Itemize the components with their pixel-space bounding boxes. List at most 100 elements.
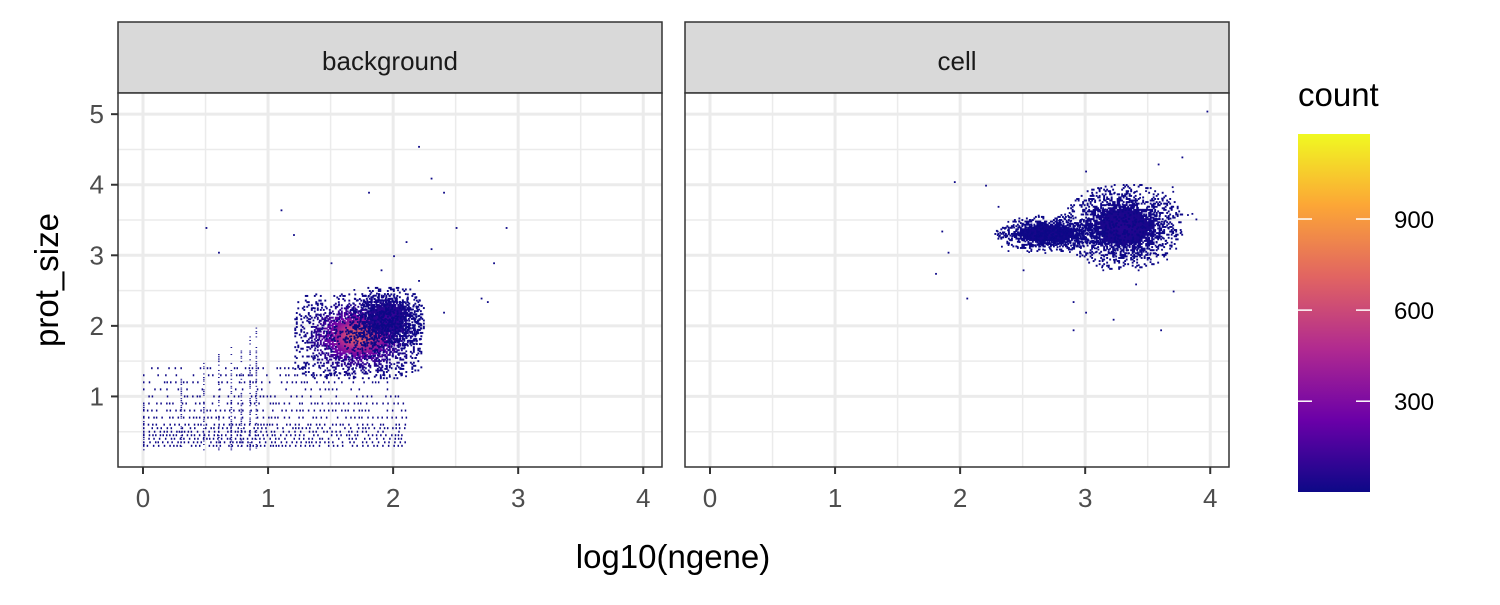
heatmap-bin: [155, 441, 157, 443]
heatmap-bin: [404, 317, 406, 319]
heatmap-bin: [418, 280, 420, 282]
heatmap-bin: [227, 438, 229, 440]
heatmap-bin: [353, 376, 355, 378]
heatmap-bin: [186, 381, 188, 383]
heatmap-bin: [1100, 251, 1102, 253]
heatmap-bin: [242, 410, 244, 412]
heatmap-bin: [206, 424, 208, 426]
heatmap-bin: [274, 431, 276, 433]
heatmap-bin: [367, 317, 369, 319]
heatmap-bin: [347, 362, 349, 364]
heatmap-bin: [231, 423, 233, 424]
heatmap-bin: [313, 359, 315, 361]
heatmap-bin: [396, 335, 398, 337]
heatmap-bin: [308, 321, 310, 323]
heatmap-bin: [371, 317, 373, 319]
heatmap-bin: [370, 299, 372, 301]
heatmap-bin: [416, 340, 418, 342]
heatmap-bin: [249, 352, 251, 353]
heatmap-bin: [218, 374, 220, 375]
heatmap-bin: [166, 388, 168, 390]
heatmap-bin: [387, 427, 389, 429]
heatmap-bin: [1100, 187, 1102, 189]
heatmap-bin: [165, 438, 167, 440]
heatmap-bin: [254, 402, 256, 404]
heatmap-bin: [241, 400, 243, 401]
heatmap-bin: [281, 410, 283, 412]
heatmap-bin: [348, 293, 350, 295]
heatmap-bin: [351, 313, 353, 315]
heatmap-bin: [305, 445, 307, 447]
heatmap-bin: [369, 314, 371, 316]
heatmap-bin: [261, 388, 263, 390]
heatmap-bin: [149, 434, 151, 436]
heatmap-bin: [305, 371, 307, 373]
heatmap-bin: [341, 304, 343, 306]
heatmap-bin: [298, 424, 300, 426]
heatmap-bin: [364, 327, 366, 329]
heatmap-bin: [249, 365, 251, 366]
heatmap-bin: [289, 424, 291, 426]
heatmap-bin: [241, 419, 243, 420]
heatmap-bin: [1109, 190, 1111, 192]
heatmap-bin: [1087, 252, 1089, 254]
heatmap-bin: [253, 427, 255, 429]
heatmap-bin: [393, 255, 395, 257]
heatmap-bin: [339, 359, 341, 361]
heatmap-bin: [377, 345, 379, 347]
heatmap-bin: [351, 353, 353, 355]
heatmap-bin: [388, 349, 390, 351]
heatmap-bin: [299, 438, 301, 440]
heatmap-bin: [297, 365, 299, 367]
heatmap-bin: [218, 252, 220, 254]
heatmap-bin: [377, 417, 379, 419]
heatmap-bin: [333, 338, 335, 340]
heatmap-bin: [385, 344, 387, 346]
heatmap-bin: [218, 356, 220, 357]
heatmap-bin: [399, 323, 401, 325]
heatmap-bin: [218, 441, 220, 442]
heatmap-bin: [379, 327, 381, 329]
heatmap-bin: [241, 352, 243, 353]
heatmap-bin: [266, 424, 268, 426]
heatmap-bin: [351, 317, 353, 319]
heatmap-bin: [215, 417, 217, 419]
heatmap-bin: [374, 306, 376, 308]
heatmap-bin: [373, 324, 375, 326]
heatmap-bin: [382, 431, 384, 433]
heatmap-bin: [231, 437, 233, 438]
heatmap-bin: [372, 319, 374, 321]
heatmap-bin: [309, 445, 311, 447]
heatmap-bin: [411, 371, 413, 373]
heatmap-bin: [397, 313, 399, 315]
heatmap-bin: [1085, 200, 1087, 202]
heatmap-bin: [1099, 263, 1101, 265]
heatmap-bin: [345, 417, 347, 419]
heatmap-bin: [218, 354, 220, 355]
heatmap-bin: [341, 381, 343, 383]
heatmap-bin: [266, 431, 268, 433]
heatmap-bin: [233, 410, 235, 412]
heatmap-bin: [181, 426, 183, 427]
heatmap-bin: [369, 357, 371, 359]
heatmap-bin: [385, 328, 387, 330]
heatmap-bin: [399, 338, 401, 340]
heatmap-bin: [332, 388, 334, 390]
heatmap-bin: [342, 424, 344, 426]
heatmap-bin: [365, 313, 367, 315]
heatmap-bin: [169, 402, 171, 404]
heatmap-bin: [390, 321, 392, 323]
heatmap-bin: [302, 340, 304, 342]
heatmap-bin: [231, 382, 233, 383]
heatmap-bin: [181, 391, 183, 392]
heatmap-bin: [431, 178, 433, 180]
heatmap-bin: [241, 358, 243, 359]
heatmap-bin: [241, 432, 243, 433]
heatmap-bin: [341, 307, 343, 309]
heatmap-bin: [331, 402, 333, 404]
heatmap-bin: [284, 367, 286, 369]
heatmap-bin: [323, 381, 325, 383]
heatmap-bin: [231, 448, 233, 449]
heatmap-bin: [191, 431, 193, 433]
heatmap-bin: [274, 434, 276, 436]
